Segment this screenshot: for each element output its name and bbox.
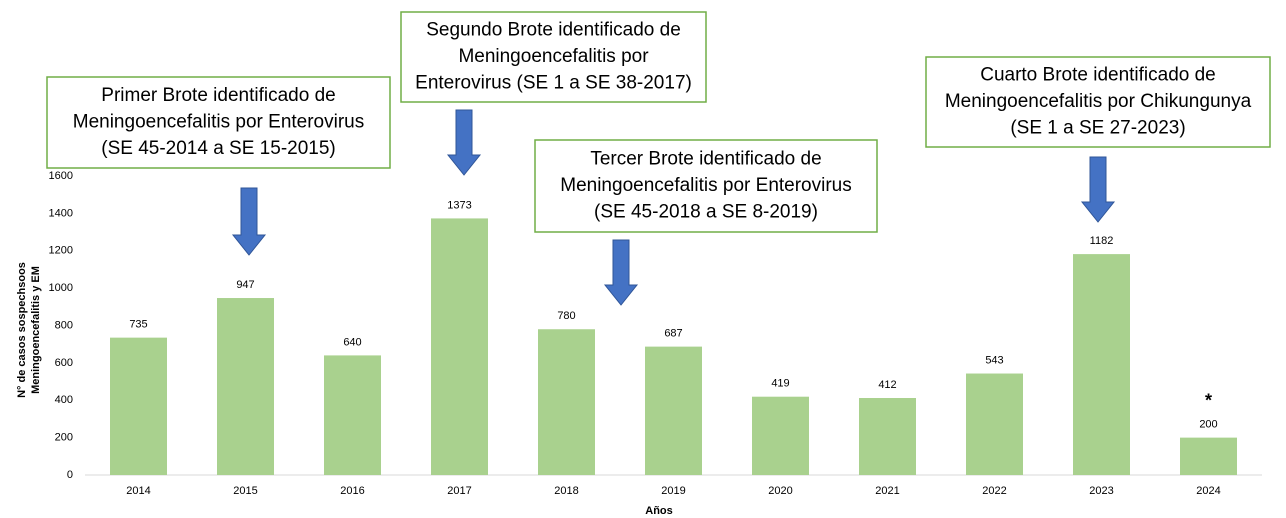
x-tick-label: 2019 <box>661 485 685 497</box>
annotation-text: Meningoencefalitis por <box>458 46 649 67</box>
annotation-text: Segundo Brote identificado de <box>426 20 681 41</box>
value-label: 1182 <box>1090 235 1114 247</box>
y-tick-label: 800 <box>55 319 73 331</box>
value-label: 947 <box>236 279 254 291</box>
y-tick-label: 1000 <box>49 282 73 294</box>
x-tick-label: 2014 <box>126 485 150 497</box>
y-axis-title: N° de casos sospechsoos Meningoencefalit… <box>16 262 42 398</box>
x-tick-label: 2024 <box>1196 485 1220 497</box>
y-tick-label: 1400 <box>49 207 73 219</box>
y-axis-title-line: Meningoencefalitis y EM <box>30 266 42 394</box>
x-tick-label: 2017 <box>447 485 471 497</box>
annotation-text: Cuarto Brote identificado de <box>980 65 1216 86</box>
annotation-text: Primer Brote identificado de <box>101 85 335 106</box>
x-tick-label: 2020 <box>768 485 792 497</box>
annotation-text: Enterovirus (SE 1 a SE 38-2017) <box>415 73 692 94</box>
value-label: 200 <box>1199 419 1217 431</box>
value-label: 640 <box>343 336 361 348</box>
y-tick-label: 400 <box>55 394 73 406</box>
annotation-text: (SE 45-2014 a SE 15-2015) <box>101 138 336 159</box>
bar <box>645 346 702 475</box>
value-label: 780 <box>557 310 575 322</box>
bar <box>110 337 167 475</box>
annotation-text: (SE 45-2018 a SE 8-2019) <box>594 202 818 223</box>
x-tick-label: 2023 <box>1089 485 1113 497</box>
annotation-box <box>46 76 391 169</box>
annotation-arrow <box>603 239 639 306</box>
annotation-box <box>400 11 707 103</box>
value-label: 543 <box>985 354 1003 366</box>
annotation-text: Tercer Brote identificado de <box>590 149 821 170</box>
bar <box>859 398 916 475</box>
y-tick-label: 0 <box>67 469 73 481</box>
annotation-text: Meningoencefalitis por Enterovirus <box>73 112 365 133</box>
x-tick-label: 2018 <box>554 485 578 497</box>
y-tick-label: 600 <box>55 357 73 369</box>
value-label: 419 <box>771 378 789 390</box>
value-label: 1373 <box>447 199 471 211</box>
value-label: 412 <box>878 379 896 391</box>
bar <box>431 218 488 475</box>
bar <box>752 396 809 475</box>
y-tick-label: 200 <box>55 432 73 444</box>
bar <box>1073 254 1130 475</box>
bar <box>538 329 595 475</box>
note-marker: * <box>1205 390 1212 410</box>
annotation-box <box>925 56 1271 148</box>
value-label: 735 <box>129 319 147 331</box>
value-label: 687 <box>664 328 682 340</box>
x-axis-title: Años <box>645 505 673 517</box>
annotation-text: (SE 1 a SE 27-2023) <box>1010 118 1185 139</box>
y-axis-title-line: N° de casos sospechsoos <box>16 262 28 398</box>
x-tick-label: 2022 <box>982 485 1006 497</box>
annotation-text: Meningoencefalitis por Chikungunya <box>945 91 1252 112</box>
y-tick-label: 1200 <box>49 245 73 257</box>
x-tick-label: 2016 <box>340 485 364 497</box>
annotation-arrow <box>1080 156 1116 223</box>
x-tick-label: 2015 <box>233 485 257 497</box>
annotation-arrow <box>446 109 482 176</box>
y-tick-label: 1600 <box>49 170 73 182</box>
annotation-box <box>534 139 878 233</box>
annotation-text: Meningoencefalitis por Enterovirus <box>560 175 852 196</box>
x-tick-label: 2021 <box>875 485 899 497</box>
bar <box>966 373 1023 475</box>
annotation-arrow <box>231 187 267 256</box>
bar <box>217 298 274 475</box>
bar <box>324 355 381 475</box>
bar <box>1180 437 1237 475</box>
